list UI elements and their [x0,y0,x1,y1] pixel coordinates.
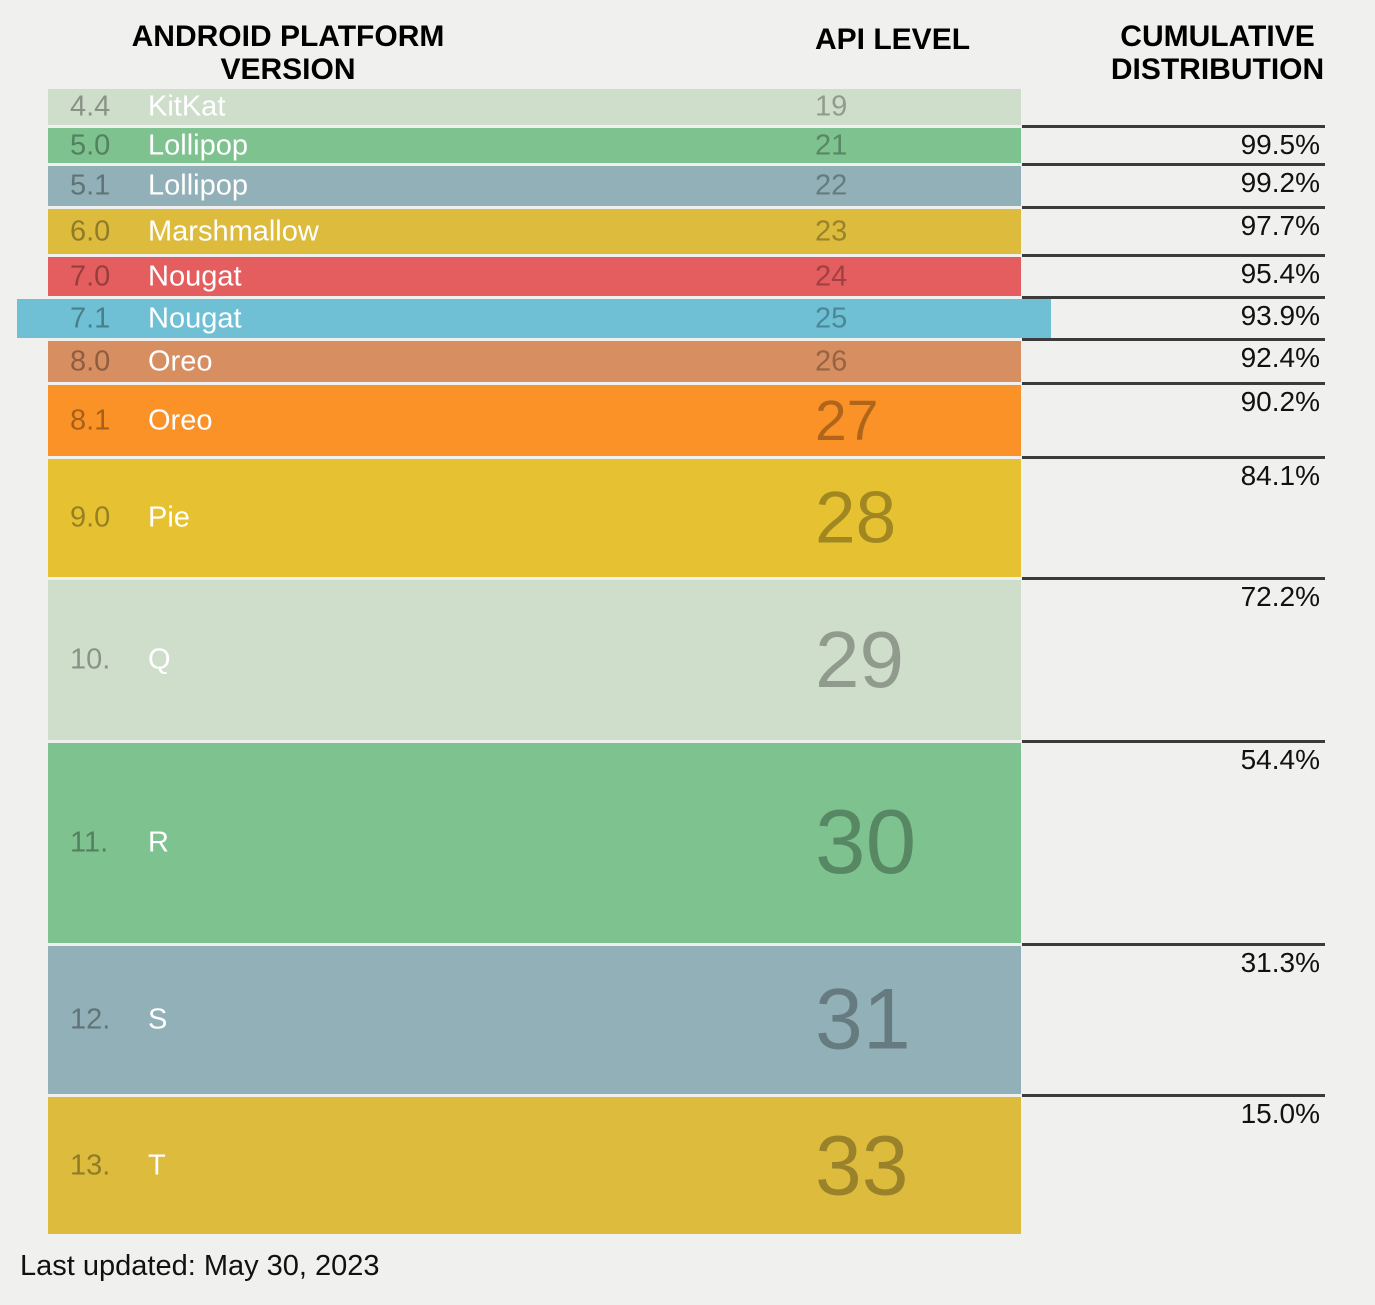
distribution-bar [48,341,1021,382]
platform-version-number: 5.0 [70,129,111,161]
column-header-cumulative-line1: CUMULATIVE [1120,20,1315,53]
platform-version-codename: R [148,826,169,859]
api-level-value: 28 [815,477,897,559]
platform-version-codename: Lollipop [148,129,248,161]
api-level-value: 25 [815,302,848,334]
cumulative-distribution-value: 84.1% [1022,456,1325,491]
platform-version-codename: Nougat [148,260,242,292]
distribution-bar [48,580,1021,740]
platform-version-number: 7.1 [70,302,111,334]
distribution-bar [48,1097,1021,1234]
api-level-value: 27 [815,388,879,453]
distribution-bar [48,459,1021,577]
api-level-value: 26 [815,345,848,377]
platform-version-number: 11. [70,826,109,859]
api-level-value: 33 [815,1118,909,1212]
version-row-lollipop-api-21[interactable]: 5.0 Lollipop 21 [0,128,1375,163]
distribution-bar [48,743,1021,943]
column-header-platform-version-line2: VERSION [220,53,356,86]
version-row-r-api-30[interactable]: 11. R 30 [0,743,1375,943]
platform-version-codename: Oreo [148,404,213,436]
distribution-bar [48,89,1021,125]
api-level-value: 29 [815,615,904,704]
column-header-cumulative-line2: DISTRIBUTION [1110,53,1325,86]
platform-version-number: 5.1 [70,169,111,202]
column-header-platform-version: ANDROID PLATFORM VERSION [88,20,488,86]
distribution-bar [48,209,1021,254]
distribution-bar [17,299,1051,338]
distribution-bar [48,128,1021,163]
version-row-nougat-api-25[interactable]: 7.1 Nougat 25 [0,299,1375,338]
platform-version-number: 7.0 [70,260,111,292]
cumulative-distribution-value: 99.2% [1022,163,1325,198]
last-updated-label: Last updated: May 30, 2023 [20,1250,380,1282]
platform-version-codename: Marshmallow [148,215,319,247]
cumulative-distribution-value: 99.5% [1022,125,1325,160]
platform-version-number: 12. [70,1003,111,1036]
distribution-bar [48,946,1021,1094]
platform-version-codename: Q [148,643,171,676]
platform-version-number: 9.0 [70,501,111,534]
api-level-value: 31 [815,971,911,1068]
version-row-t-api-33[interactable]: 13. T 33 [0,1097,1375,1234]
column-header-platform-version-line1: ANDROID PLATFORM [131,20,445,53]
cumulative-distribution-value: 72.2% [1022,577,1325,612]
version-row-q-api-29[interactable]: 10. Q 29 [0,580,1375,740]
platform-version-number: 6.0 [70,215,111,247]
platform-version-codename: KitKat [148,90,226,123]
cumulative-distribution-value: 95.4% [1022,254,1325,289]
version-row-s-api-31[interactable]: 12. S 31 [0,946,1375,1094]
column-header-cumulative-distribution: CUMULATIVE DISTRIBUTION [1055,20,1375,86]
version-row-oreo-api-27[interactable]: 8.1 Oreo 27 [0,385,1375,456]
api-level-value: 23 [815,215,848,247]
version-row-nougat-api-24[interactable]: 7.0 Nougat 24 [0,257,1375,296]
version-row-oreo-api-26[interactable]: 8.0 Oreo 26 [0,341,1375,382]
platform-version-number: 13. [70,1149,111,1181]
api-level-value: 21 [815,129,848,161]
cumulative-distribution-value: 97.7% [1022,206,1325,241]
distribution-bar [48,385,1021,456]
cumulative-distribution-value: 92.4% [1022,338,1325,373]
distribution-bar [48,166,1021,206]
platform-version-number: 8.1 [70,404,111,436]
platform-version-codename: Pie [148,501,190,534]
column-header-api-level: API LEVEL [815,23,971,56]
platform-version-codename: Nougat [148,302,242,334]
api-level-value: 22 [815,169,848,202]
platform-version-codename: Lollipop [148,169,248,202]
api-level-value: 24 [815,260,848,292]
version-row-lollipop-api-22[interactable]: 5.1 Lollipop 22 [0,166,1375,206]
cumulative-distribution-value: 90.2% [1022,382,1325,417]
platform-version-codename: S [148,1003,168,1036]
api-level-value: 19 [815,90,848,123]
platform-version-number: 4.4 [70,90,111,123]
platform-version-number: 10. [70,643,111,676]
distribution-bar [48,257,1021,296]
platform-version-codename: T [148,1149,166,1181]
version-row-kitkat-api-19[interactable]: 4.4 KitKat 19 [0,89,1375,125]
version-row-marshmallow-api-23[interactable]: 6.0 Marshmallow 23 [0,209,1375,254]
platform-version-codename: Oreo [148,345,213,377]
platform-version-number: 8.0 [70,345,111,377]
cumulative-distribution-value: 93.9% [1022,296,1325,331]
version-row-pie-api-28[interactable]: 9.0 Pie 28 [0,459,1375,577]
cumulative-distribution-value: 15.0% [1022,1094,1325,1129]
api-level-value: 30 [815,792,917,893]
cumulative-distribution-value: 54.4% [1022,740,1325,775]
cumulative-distribution-value: 31.3% [1022,943,1325,978]
